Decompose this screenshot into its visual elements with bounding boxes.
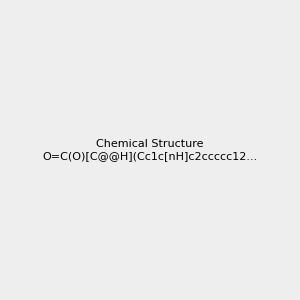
Text: Chemical Structure
O=C(O)[C@@H](Cc1c[nH]c2ccccc12...: Chemical Structure O=C(O)[C@@H](Cc1c[nH]… <box>42 139 258 161</box>
